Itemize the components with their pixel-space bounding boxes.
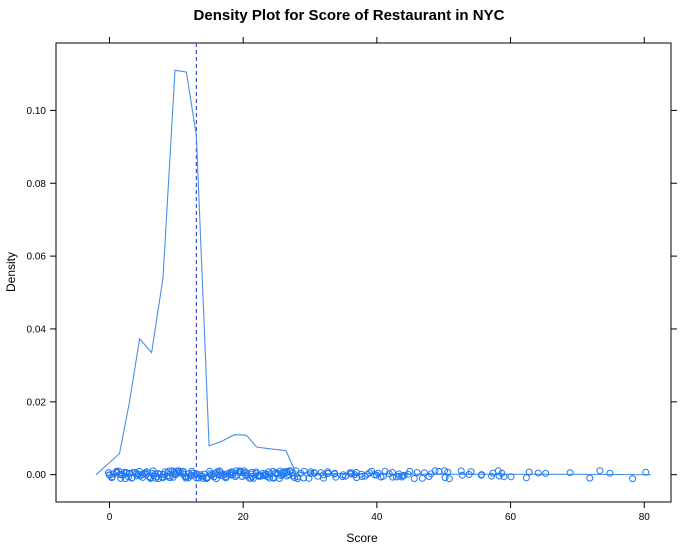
rug-point <box>317 469 325 477</box>
rug-point <box>385 470 393 478</box>
rug-point <box>373 471 381 479</box>
rug-point <box>300 467 308 475</box>
rug-point <box>596 467 604 475</box>
axis-tick-labels: 0 20 40 60 80 0.00 0.02 0.04 0.06 0.08 0.10 <box>27 106 651 523</box>
rug-point <box>310 469 318 477</box>
rug-point <box>507 473 515 481</box>
rug-point <box>175 467 183 475</box>
rug-point <box>586 474 594 482</box>
rug-point <box>125 473 133 481</box>
rug-point <box>128 474 136 482</box>
y-tick-label: 0.04 <box>27 324 47 335</box>
rug-point <box>118 470 126 478</box>
rug-point <box>188 469 196 477</box>
rug-point <box>175 469 183 477</box>
rug-point <box>642 468 650 476</box>
rug-point <box>165 467 173 475</box>
plot-frame <box>55 42 672 503</box>
rug-point <box>199 474 207 482</box>
rug-point <box>444 468 452 476</box>
rug-point <box>389 469 396 476</box>
rug-point <box>418 474 426 482</box>
rug-point <box>398 473 406 481</box>
rug-point <box>364 470 371 478</box>
x-tick-label: 20 <box>238 512 250 523</box>
rug-point <box>155 475 162 483</box>
y-tick-label: 0.10 <box>27 106 47 117</box>
rug-point <box>158 473 166 481</box>
x-tick-label: 80 <box>639 512 651 523</box>
x-axis-label: Score <box>346 531 378 545</box>
rug-point <box>291 474 298 482</box>
rug-point <box>320 474 327 482</box>
y-tick-label: 0.06 <box>27 252 47 263</box>
rug-point <box>566 469 574 477</box>
rug-point <box>339 473 347 481</box>
rug-point <box>193 470 200 478</box>
rug-point <box>406 467 414 475</box>
y-axis-label: Density <box>4 252 18 292</box>
rug-point <box>236 467 243 475</box>
rug-point <box>305 474 313 482</box>
rug-point <box>431 467 439 475</box>
rug-point <box>307 468 314 476</box>
x-tick-label: 60 <box>505 512 517 523</box>
rug-point <box>465 471 473 478</box>
rug-point <box>413 469 421 477</box>
rug-point <box>477 471 485 479</box>
rug-point <box>218 472 226 480</box>
rug-point <box>488 472 496 480</box>
rug-point <box>331 470 339 478</box>
y-tick-label: 0.08 <box>27 179 47 190</box>
rug-point <box>606 469 614 477</box>
rug-point <box>522 474 530 482</box>
rug-point <box>534 469 542 477</box>
rug-point <box>410 475 418 482</box>
y-tick-label: 0.00 <box>27 470 47 481</box>
rug-point <box>441 467 448 475</box>
plot-area <box>95 43 651 502</box>
density-line <box>95 69 651 476</box>
rug-point <box>457 467 465 475</box>
rug-point <box>142 469 150 477</box>
rug-point <box>500 473 508 481</box>
chart-title: Density Plot for Score of Restaurant in … <box>194 7 505 24</box>
axis-ticks <box>50 37 677 508</box>
rug-point <box>629 475 637 483</box>
rug-point <box>525 468 533 476</box>
rug-point <box>542 469 550 477</box>
rug-point <box>332 473 340 481</box>
rug-point <box>498 469 506 477</box>
y-tick-label: 0.02 <box>27 397 47 408</box>
rug-point <box>441 474 449 482</box>
x-tick-label: 0 <box>107 512 113 523</box>
rug-point <box>108 473 116 481</box>
x-tick-label: 40 <box>371 512 383 523</box>
rug-point <box>266 474 274 482</box>
rug-point <box>131 469 139 476</box>
rug-point <box>161 468 169 476</box>
rug-point <box>351 471 359 479</box>
rug-point <box>195 474 203 482</box>
rug-point <box>458 471 466 479</box>
rug-point <box>445 475 453 483</box>
rug-point <box>231 473 239 481</box>
